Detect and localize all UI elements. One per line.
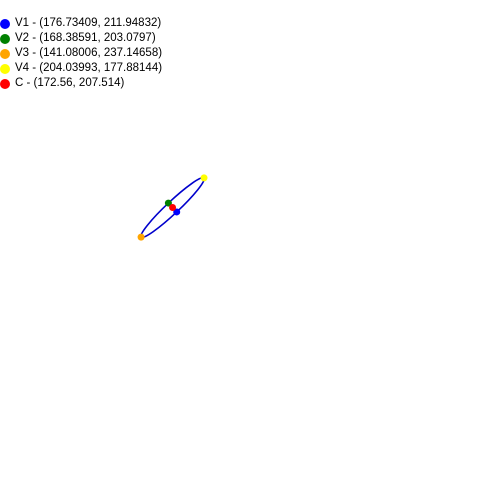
v4-color-dot xyxy=(0,63,10,74)
v2-color-dot xyxy=(0,33,10,44)
v1-color-dot xyxy=(0,18,10,29)
legend-label-v4: V4 - (204.03993, 177.88144) xyxy=(15,62,163,74)
legend-item-v2: V2 - (168.38591, 203.0797) xyxy=(0,31,162,46)
point-v3 xyxy=(137,233,145,241)
legend-item-c: C - (172.56, 207.514) xyxy=(0,76,162,91)
point-c xyxy=(169,204,177,212)
legend-label-v1: V1 - (176.73409, 211.94832) xyxy=(15,17,162,29)
point-v2 xyxy=(164,199,172,207)
v3-color-dot xyxy=(0,48,10,59)
point-v4 xyxy=(200,174,208,182)
c-color-dot xyxy=(0,78,10,89)
vertex-points xyxy=(137,174,208,241)
legend-label-c: C - (172.56, 207.514) xyxy=(15,77,125,89)
legend-label-v3: V3 - (141.08006, 237.14658) xyxy=(15,47,163,59)
legend-item-v1: V1 - (176.73409, 211.94832) xyxy=(0,16,162,31)
legend-item-v3: V3 - (141.08006, 237.14658) xyxy=(0,46,162,61)
legend: V1 - (176.73409, 211.94832) V2 - (168.38… xyxy=(0,16,162,91)
legend-item-v4: V4 - (204.03993, 177.88144) xyxy=(0,61,162,76)
legend-label-v2: V2 - (168.38591, 203.0797) xyxy=(15,32,156,44)
point-v1 xyxy=(173,208,181,216)
